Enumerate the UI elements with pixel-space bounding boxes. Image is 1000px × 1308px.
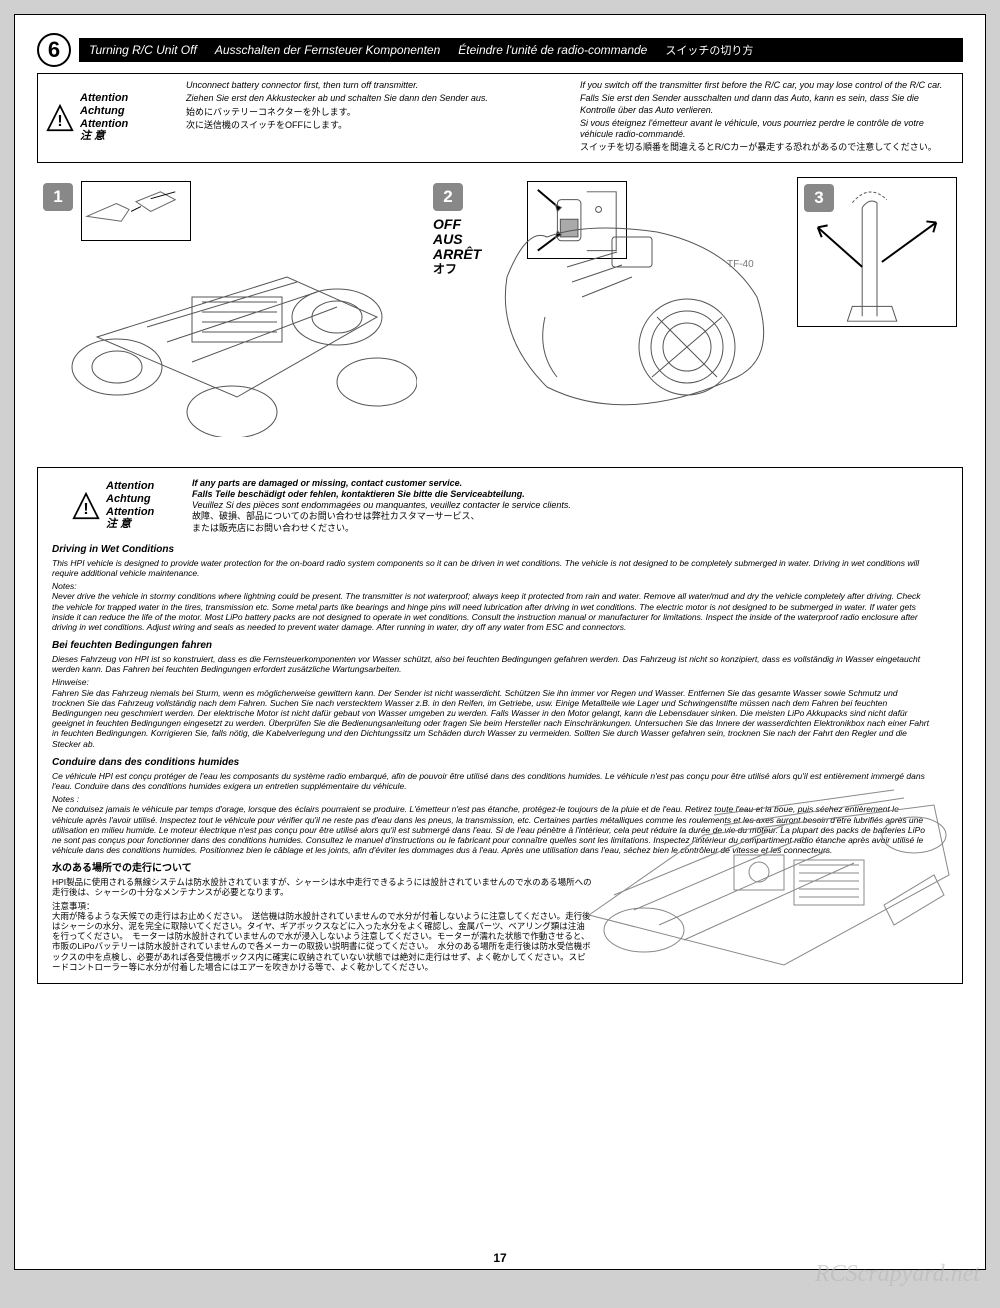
illustration-3: 3 [797,177,957,327]
attn-fr: Attention [80,118,128,131]
page-number: 17 [493,1251,506,1265]
wet-p1-de: Dieses Fahrzeug von HPI ist so konstruie… [52,654,932,674]
attn2-text-de: Falls Teile beschädigt oder fehlen, kont… [192,489,948,500]
chassis-detail-art-icon [584,765,954,975]
attn2-de: Achtung [106,493,154,506]
step-badge-1: 1 [43,183,73,211]
svg-text:!: ! [83,501,88,518]
attn1-col2-en: If you switch off the transmitter first … [580,80,954,91]
attention-icon-group-2: ! Attention Achtung Attention 注 意 [52,478,182,534]
attn-jp: 注 意 [80,130,128,143]
wet-notes-en: Notes: [52,581,948,591]
wet-p2-en: Never drive the vehicle in stormy condit… [52,591,932,632]
transmitter-art-icon: TF-40 [427,177,787,437]
wet-conditions-box: ! Attention Achtung Attention 注 意 If any… [37,467,963,984]
wet-heading-en: Driving in Wet Conditions [52,544,948,556]
attn1-col1-en: Unconnect battery connector first, then … [186,80,560,91]
illustration-2: 2 OFF AUS ARRÊT オフ [427,177,787,437]
wet-p1-jp: HPI製品に使用される無線システムは防水設計されていますが、シャーシは水中走行で… [52,877,592,897]
attn2-fr: Attention [106,506,154,519]
warning-triangle-icon: ! [72,492,100,520]
attn1-col2-jp: スイッチを切る順番を間違えるとR/Cカーが暴走する恐れがあるので注意してください… [580,142,954,153]
attention-icon-group: ! Attention Achtung Attention 注 意 [46,80,176,156]
wet-notes-de: Hinweise: [52,677,948,687]
title-de: Ausschalten der Fernsteuer Komponenten [215,43,440,57]
attn2-jp: 注 意 [106,518,154,531]
manual-page: 6 Turning R/C Unit Off Ausschalten der F… [14,14,986,1270]
attn-en: Attention [80,92,128,105]
attn1-col2-fr: Si vous éteignez l'émetteur avant le véh… [580,118,954,141]
attn1-col1-de: Ziehen Sie erst den Akkustecker ab und s… [186,93,560,104]
attn2-en: Attention [106,480,154,493]
attn-de: Achtung [80,105,128,118]
step-badge-3: 3 [804,184,834,212]
illustration-row: 1 2 OFF [37,177,963,437]
title-en: Turning R/C Unit Off [89,43,197,57]
step-header: 6 Turning R/C Unit Off Ausschalten der F… [37,33,963,67]
title-fr: Éteindre l'unité de radio-commande [458,43,647,57]
attn1-col1-jp1: 始めにバッテリーコネクターを外します。 [186,107,560,118]
step-badge-2: 2 [433,183,463,211]
wet-p2-jp: 大雨が降るような天候での走行はお止めください。 送信機は防水設計されていませんの… [52,911,592,972]
wet-heading-de: Bei feuchten Bedingungen fahren [52,640,948,652]
warning-triangle-icon: ! [46,104,74,132]
attn2-text-en: If any parts are damaged or missing, con… [192,478,948,489]
illustration-1: 1 [37,177,417,437]
attention-labels-2: Attention Achtung Attention 注 意 [106,480,154,531]
attention-text-2: If any parts are damaged or missing, con… [192,478,948,534]
attn2-text-jp1: 故障、破損、部品についてのお問い合わせは弊社カスタマーサービス、 [192,511,948,522]
wet-p1-en: This HPI vehicle is designed to provide … [52,558,932,578]
attention-text-1: Unconnect battery connector first, then … [186,80,954,156]
attn2-text-jp2: または販売店にお問い合わせください。 [192,523,948,534]
attention-box-1: ! Attention Achtung Attention 注 意 Unconn… [37,73,963,163]
step-number-circle: 6 [37,33,71,67]
wet-p2-de: Fahren Sie das Fahrzeug niemals bei Stur… [52,688,932,749]
svg-text:!: ! [57,113,62,130]
attn1-col2-de: Falls Sie erst den Sender ausschalten un… [580,93,954,116]
title-jp: スイッチの切り方 [665,42,753,58]
step-title-bar: Turning R/C Unit Off Ausschalten der Fer… [79,38,963,62]
attn1-col2: If you switch off the transmitter first … [580,80,954,156]
chassis-art-icon [37,177,417,437]
attn1-col1: Unconnect battery connector first, then … [186,80,560,156]
attention-block-2: ! Attention Achtung Attention 注 意 If any… [52,478,948,534]
attn1-col1-jp2: 次に送信機のスイッチをOFFにします。 [186,120,560,131]
svg-text:TF-40: TF-40 [727,259,754,270]
attn2-text-fr: Veuillez Si des pièces sont endommagées … [192,500,948,511]
attention-labels: Attention Achtung Attention 注 意 [80,92,128,143]
